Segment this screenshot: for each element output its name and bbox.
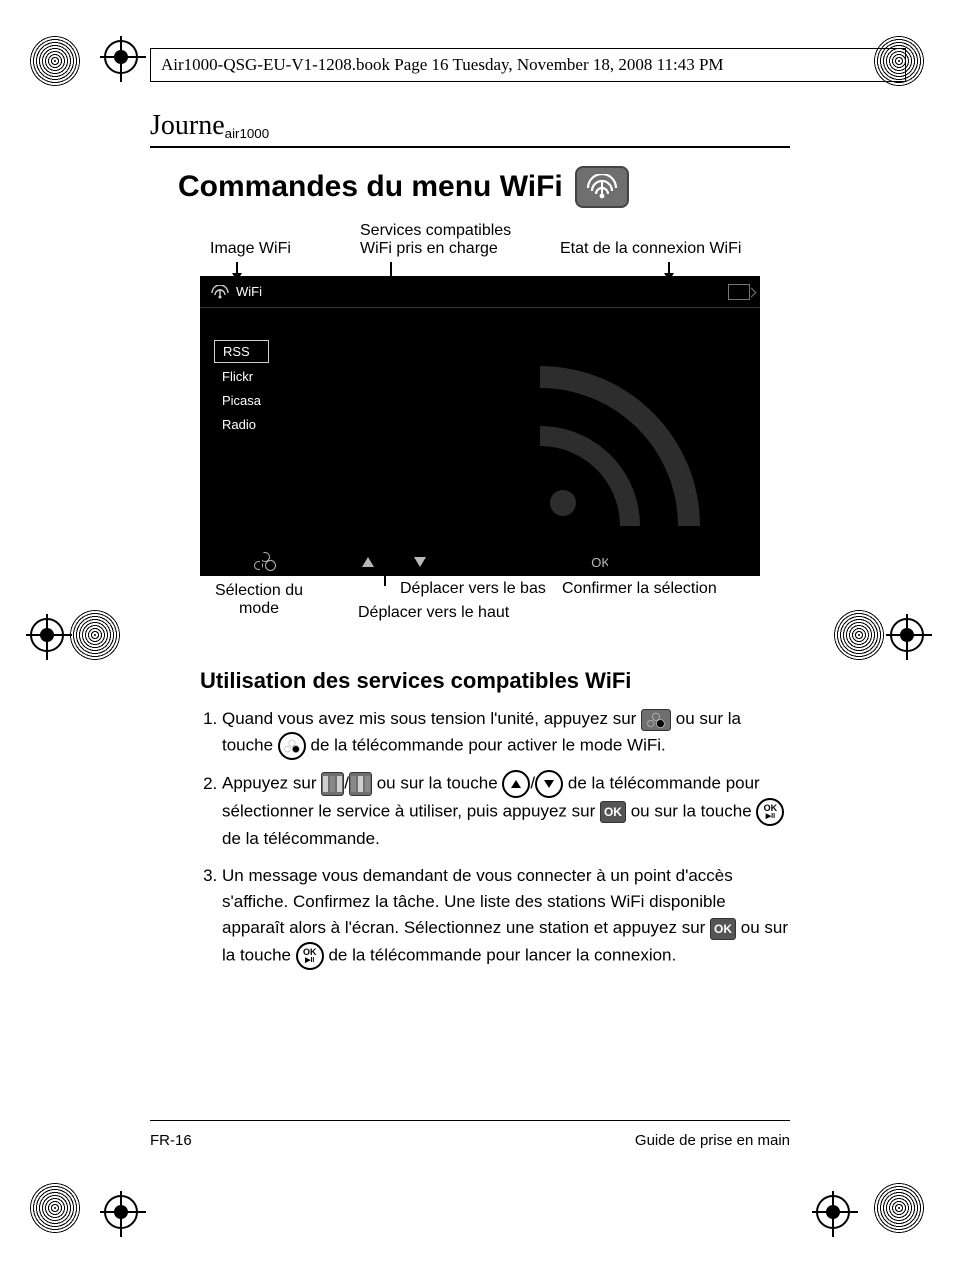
crop-spiral-icon (70, 610, 120, 660)
source-file-header: Air1000-QSG-EU-V1-1208.book Page 16 Tues… (150, 48, 906, 82)
callout-move-up: Déplacer vers le haut (358, 604, 509, 622)
brand-logo: Journeair1000 (150, 110, 790, 142)
callout-confirm: Confirmer la sélection (562, 580, 717, 598)
remote-mode-icon (278, 732, 306, 760)
screen-wifi-label: WiFi (210, 284, 262, 299)
rss-background-icon (540, 356, 710, 526)
remote-down-icon (535, 770, 563, 798)
page-title: Commandes du menu WiFi (178, 166, 790, 208)
step-2: Appuyez sur / ou sur la touche / de la t… (222, 770, 790, 852)
registration-mark-icon (104, 40, 138, 74)
mode-button-icon (641, 709, 671, 731)
callout-mode-selection: Sélection du mode (214, 582, 304, 618)
remote-up-icon (502, 770, 530, 798)
instructions-list: Quand vous avez mis sous tension l'unité… (200, 706, 790, 970)
device-screenshot: WiFi RSS Flickr Picasa Radio OK (200, 276, 760, 576)
ok-button-icon: OK (710, 918, 736, 940)
registration-mark-icon (890, 618, 924, 652)
remote-ok-icon: OK▶II (756, 798, 784, 826)
ok-button-icon: OK (600, 801, 626, 823)
page-number: FR-16 (150, 1132, 192, 1149)
registration-mark-icon (104, 1195, 138, 1229)
arrow-icon (260, 550, 262, 576)
nav-down-button-icon (349, 772, 372, 796)
registration-mark-icon (816, 1195, 850, 1229)
crop-spiral-icon (834, 610, 884, 660)
arrow-icon (384, 550, 386, 586)
connection-status-icon (728, 284, 750, 300)
crop-spiral-icon (874, 1183, 924, 1233)
step-3: Un message vous demandant de vous connec… (222, 863, 790, 970)
callout-image-wifi: Image WiFi (210, 240, 291, 258)
arrow-icon (608, 550, 610, 576)
step-1: Quand vous avez mis sous tension l'unité… (222, 706, 790, 760)
divider (150, 1120, 790, 1121)
registration-mark-icon (30, 618, 64, 652)
menu-item-flickr: Flickr (214, 366, 269, 387)
menu-item-picasa: Picasa (214, 390, 269, 411)
wifi-icon (575, 166, 629, 208)
arrow-icon (438, 550, 440, 576)
divider (150, 146, 790, 148)
nav-down-icon (414, 557, 426, 567)
callout-services: Services compatibles WiFi pris en charge (360, 222, 530, 258)
nav-up-icon (362, 557, 374, 567)
menu-item-radio: Radio (214, 414, 269, 435)
document-title: Guide de prise en main (635, 1132, 790, 1149)
callout-move-down: Déplacer vers le bas (400, 580, 546, 598)
remote-ok-icon: OK▶II (296, 942, 324, 970)
menu-item-rss: RSS (214, 340, 269, 363)
crop-spiral-icon (30, 36, 80, 86)
nav-up-button-icon (321, 772, 344, 796)
wifi-services-menu: RSS Flickr Picasa Radio (214, 340, 269, 438)
section-heading: Utilisation des services compatibles WiF… (200, 668, 790, 694)
crop-spiral-icon (30, 1183, 80, 1233)
callout-connection-state: Etat de la connexion WiFi (560, 240, 741, 258)
